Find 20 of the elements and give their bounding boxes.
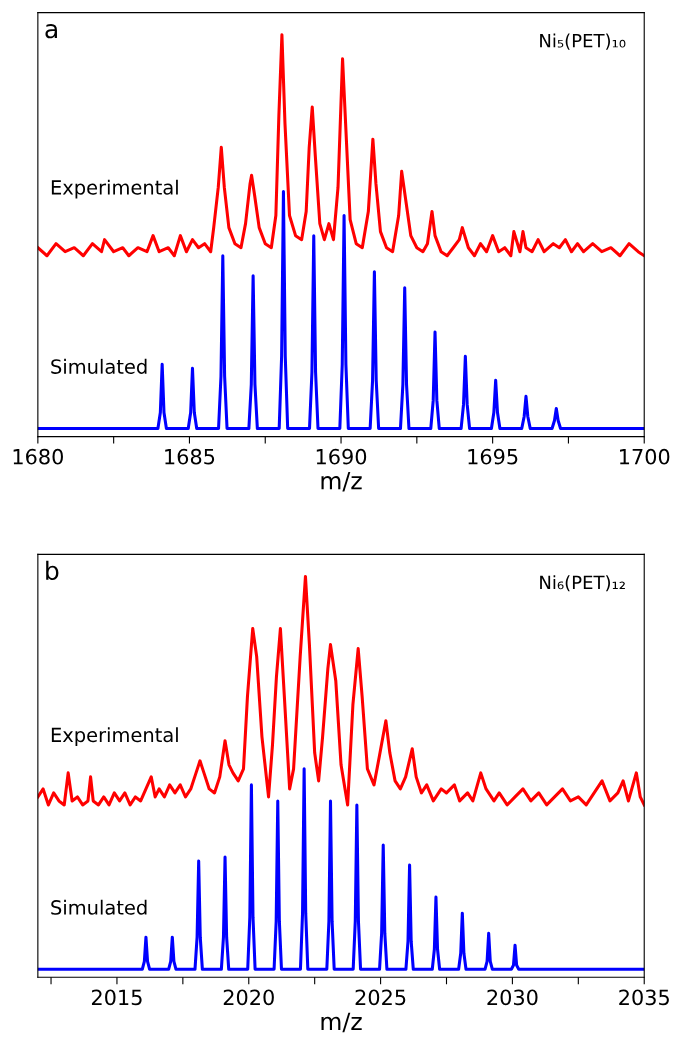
series-label: Experimental	[51, 727, 178, 746]
x-tick-label: 2030	[487, 989, 538, 1006]
annotation: Ni₅(PET)₁₀	[540, 33, 626, 50]
annotation: Ni₆(PET)₁₂	[540, 575, 625, 592]
x-axis-title: m/z	[321, 472, 362, 492]
x-tick-label: 2015	[91, 989, 142, 1006]
x-tick-label: 2020	[223, 989, 274, 1006]
x-tick-label: 1700	[620, 448, 670, 465]
chart-title: b	[46, 560, 59, 581]
x-axis-title: m/z	[321, 1012, 362, 1033]
series-label: Experimental	[51, 179, 178, 199]
x-tick-label: 1690	[316, 448, 367, 465]
x-tick-label: 2025	[355, 989, 406, 1006]
chart-title: a	[45, 23, 57, 39]
series-label: Simulated	[51, 358, 147, 374]
series-label: Simulated	[51, 899, 147, 915]
x-tick-label: 1680	[13, 448, 63, 465]
x-tick-label: 1695	[468, 448, 518, 465]
x-tick-label: 2035	[619, 989, 669, 1006]
x-tick-label: 1685	[165, 448, 215, 465]
